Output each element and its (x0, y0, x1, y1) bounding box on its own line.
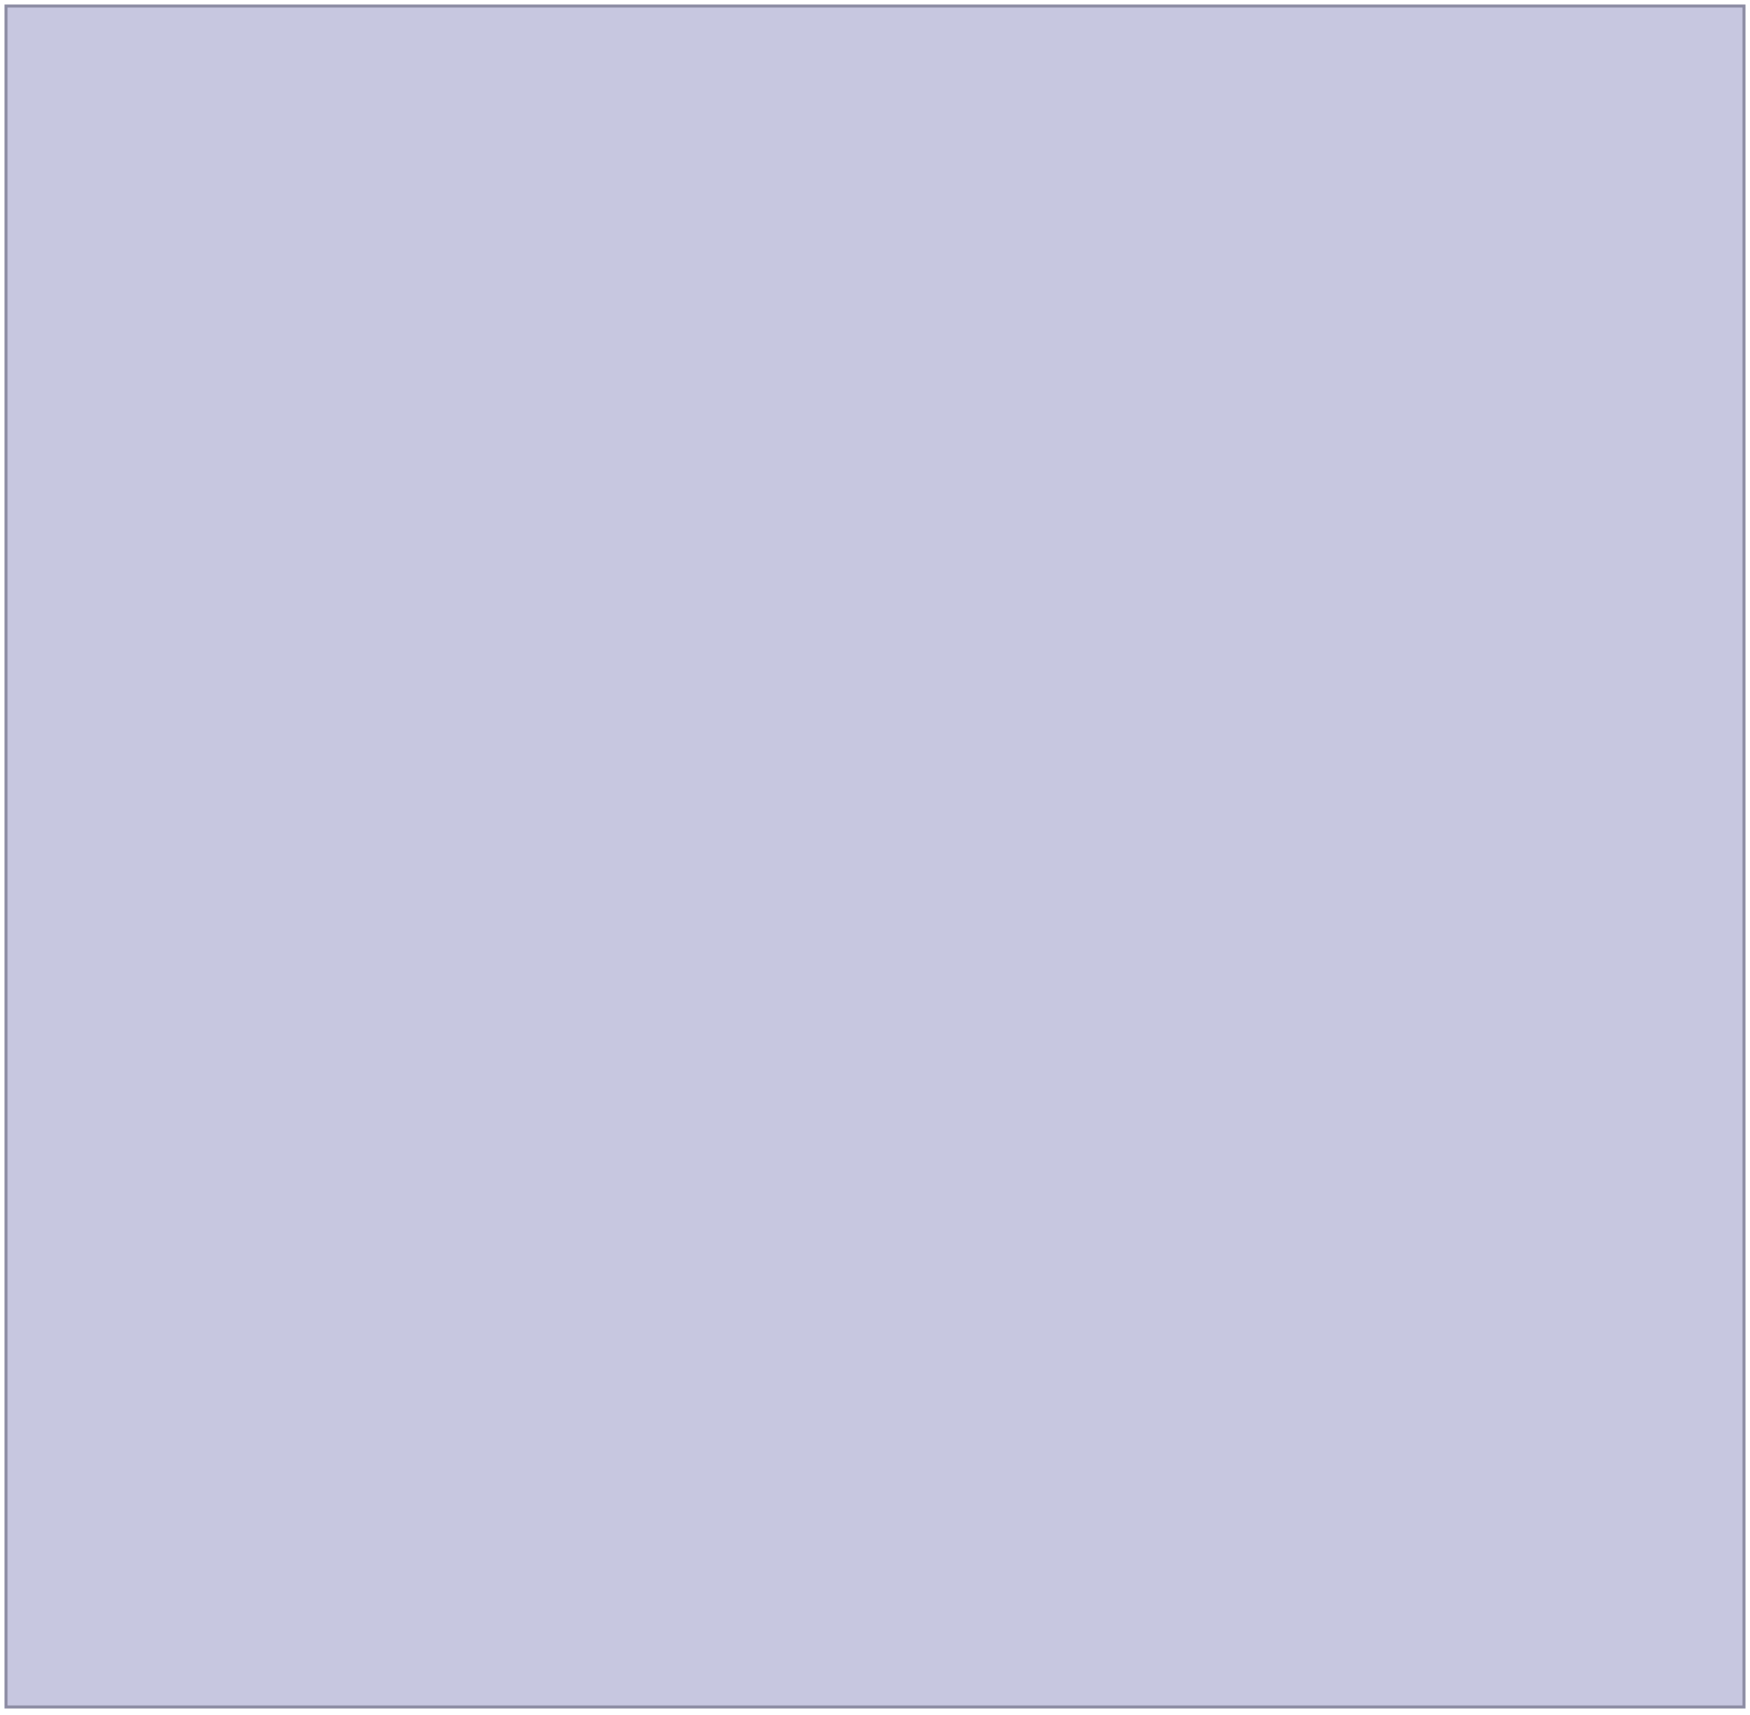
figure-background (4, 4, 1746, 1709)
